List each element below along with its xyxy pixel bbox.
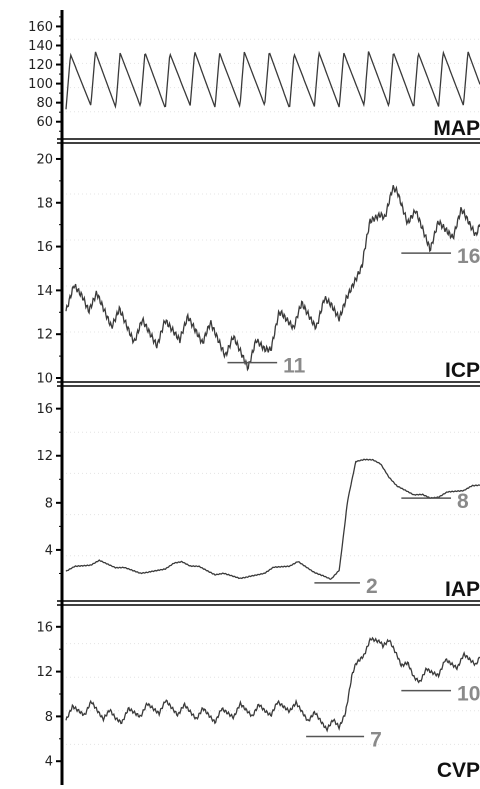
icp-tick-label: 10 (36, 372, 53, 387)
icp-tick-label: 20 (36, 152, 53, 167)
iap-panel-label: IAP (445, 578, 480, 601)
cvp-tick-label: 8 (45, 710, 53, 725)
iap-baseline-marker-label: 8 (457, 490, 469, 513)
map-tick-label: 80 (36, 96, 53, 111)
map-trace-line (65, 50, 480, 110)
iap-tick-label: 12 (36, 449, 53, 464)
cvp-baseline-marker-label: 7 (370, 729, 382, 752)
map-tick-label: 100 (28, 77, 53, 92)
cvp-tick-label: 16 (36, 620, 53, 635)
map-tick-label: 60 (36, 115, 53, 130)
cvp-trace-line (65, 636, 480, 733)
map-tick-label: 140 (28, 39, 53, 54)
iap-tick-label: 8 (45, 496, 53, 511)
icp-tick-label: 14 (36, 284, 53, 299)
cvp-tick-label: 12 (36, 665, 53, 680)
icp-baseline-marker-label: 16 (457, 245, 480, 268)
icp-trace-line (65, 185, 480, 372)
iap-tick-label: 16 (36, 402, 53, 417)
map-tick-label: 120 (28, 58, 53, 73)
map-panel-label: MAP (433, 117, 480, 140)
cvp-panel-label: CVP (437, 759, 480, 782)
icp-baseline-marker-label: 11 (283, 355, 306, 378)
iap-baseline-marker-label: 2 (366, 575, 378, 598)
icp-tick-label: 16 (36, 240, 53, 255)
cvp-baseline-marker-label: 10 (457, 683, 480, 706)
icp-tick-label: 18 (36, 196, 53, 211)
icp-panel-label: ICP (445, 359, 480, 382)
cvp-tick-label: 4 (45, 755, 53, 770)
icp-tick-label: 12 (36, 328, 53, 343)
iap-tick-label: 4 (45, 543, 53, 558)
map-tick-label: 160 (28, 20, 53, 35)
iap-trace-line (65, 458, 480, 581)
